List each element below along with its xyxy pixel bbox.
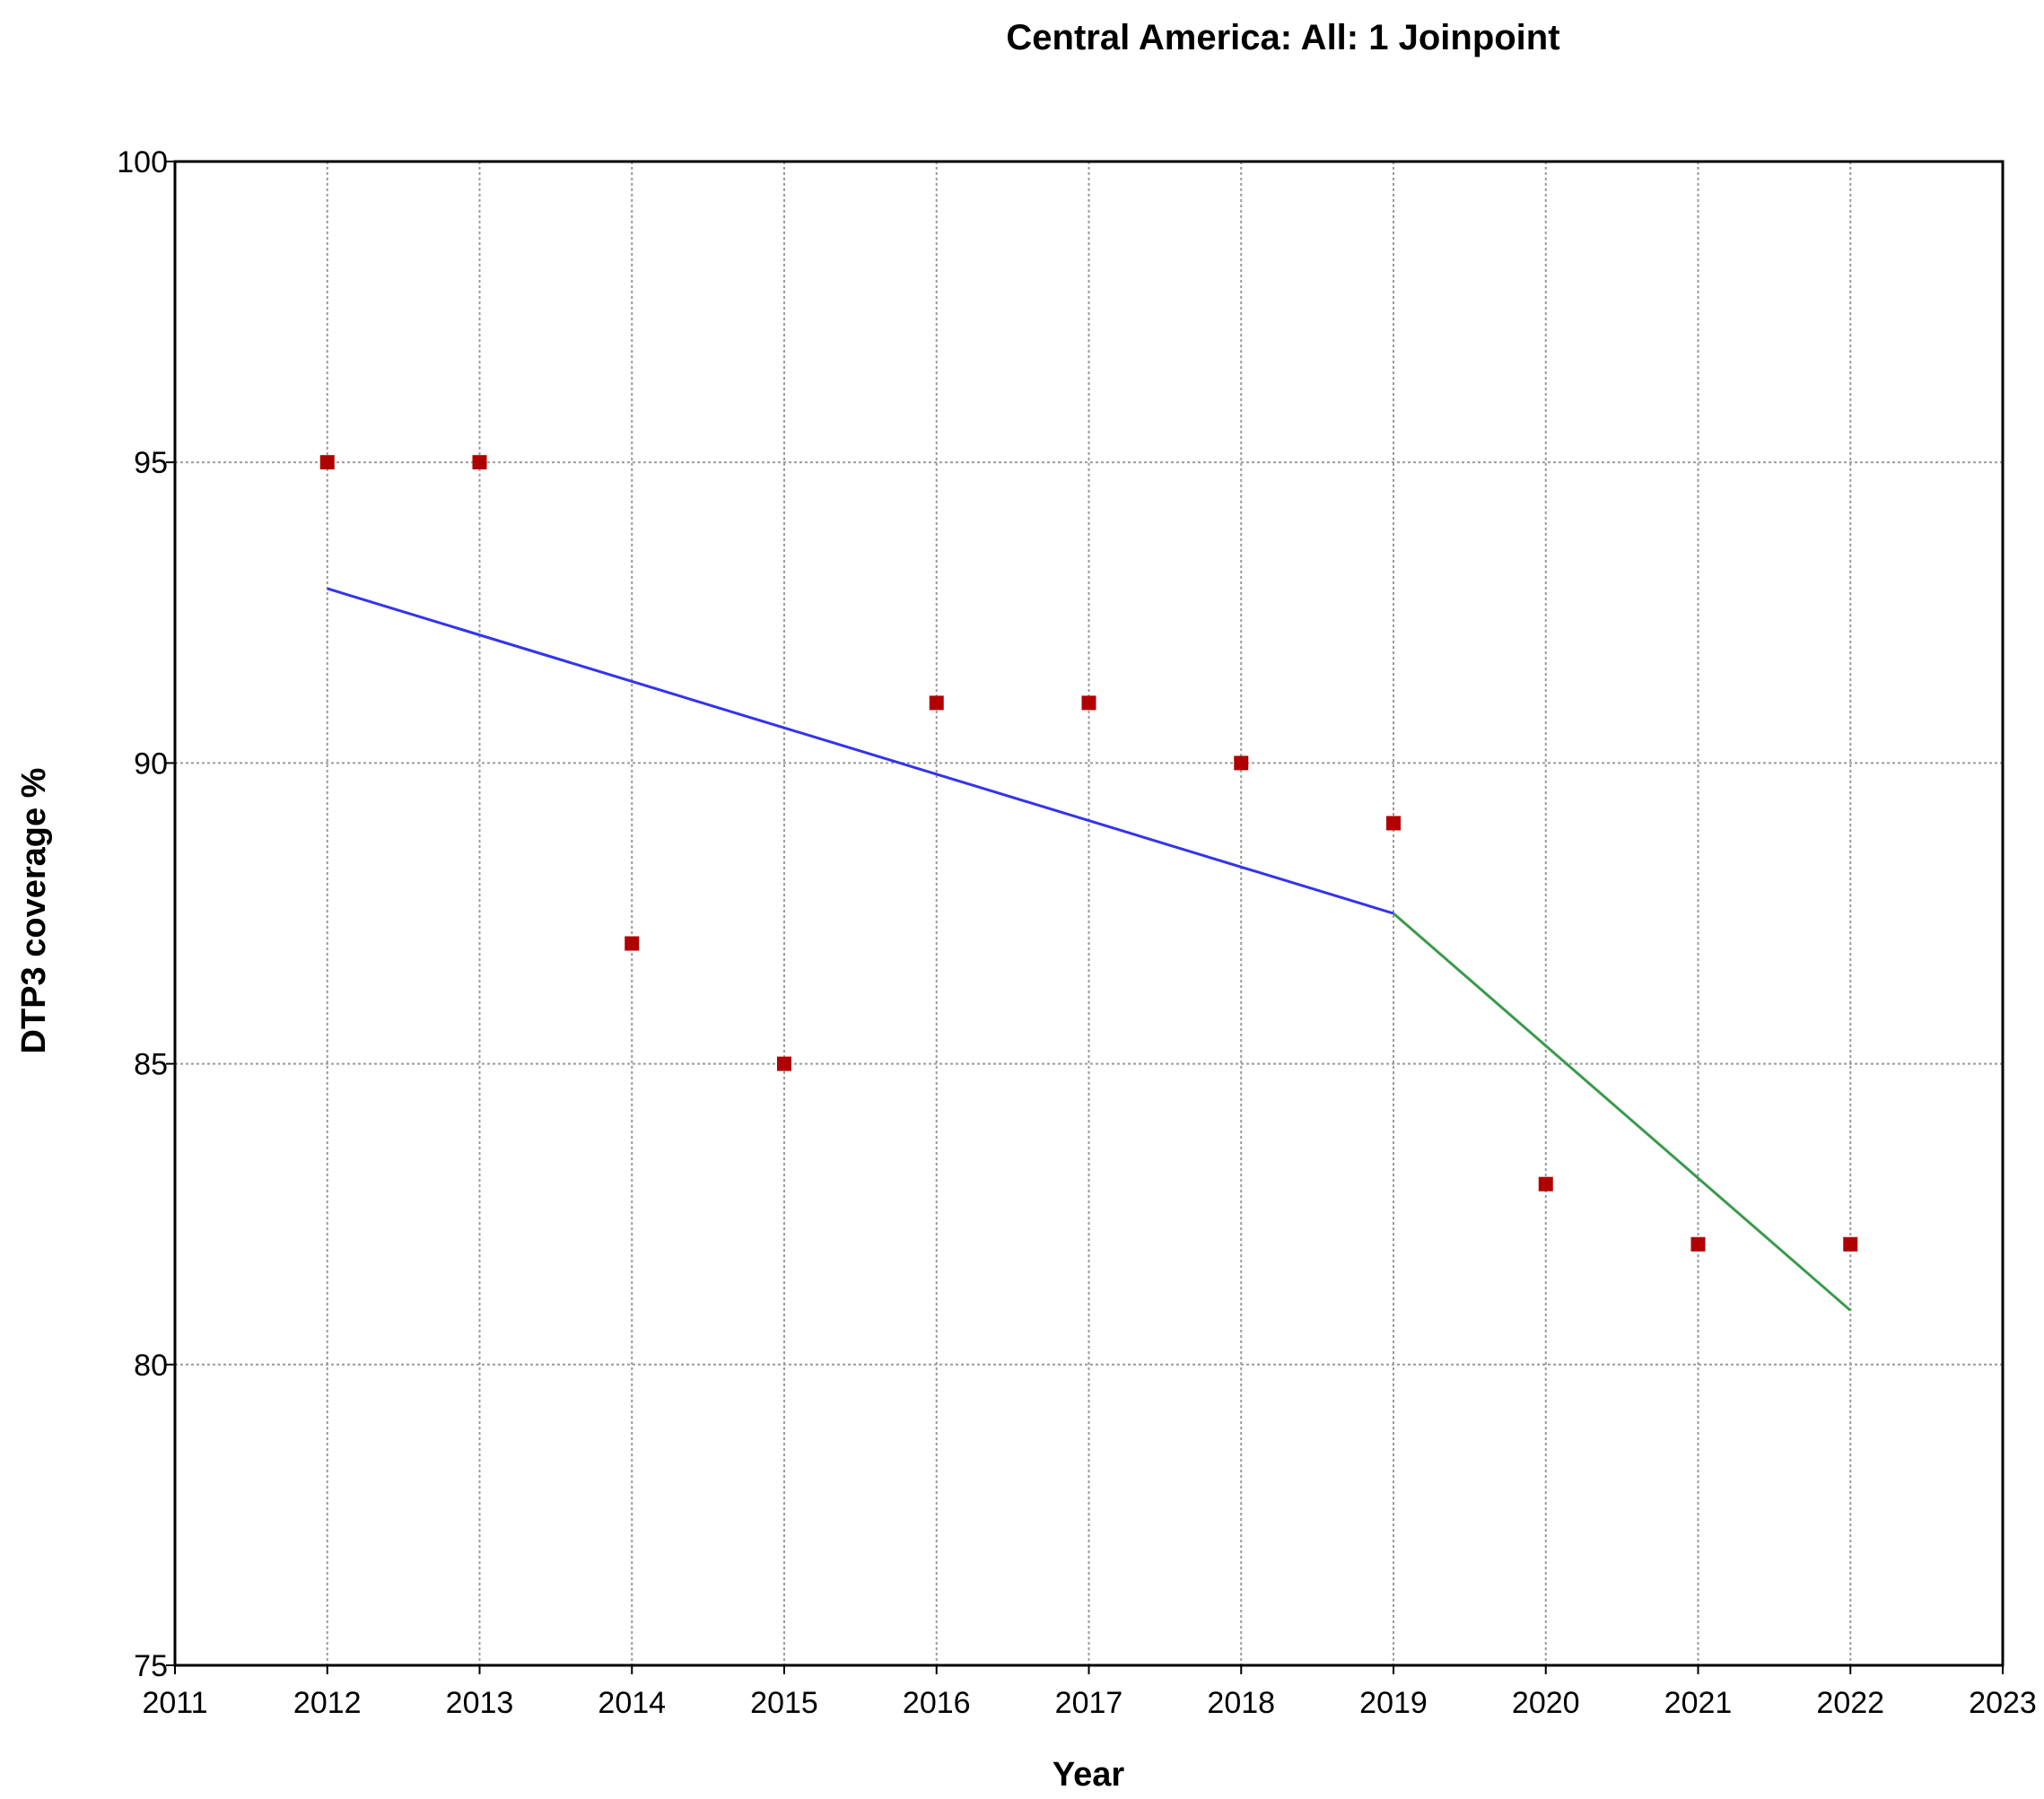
- y-tick-label: 100: [117, 145, 168, 179]
- y-tick-label: 95: [134, 446, 168, 480]
- x-tick-label: 2015: [750, 1686, 818, 1720]
- data-point: [319, 455, 335, 470]
- x-tick-label: 2020: [1512, 1686, 1580, 1720]
- y-tick-label: 75: [134, 1649, 168, 1683]
- data-point: [1690, 1236, 1706, 1252]
- x-tick-label: 2022: [1816, 1686, 1884, 1720]
- trend-lines: [327, 587, 1852, 1312]
- x-tick-label: 2023: [1969, 1686, 2037, 1720]
- x-tick-label: 2016: [903, 1686, 971, 1720]
- data-point: [1234, 755, 1249, 771]
- x-tick-label: 2014: [598, 1686, 666, 1720]
- data-point: [1843, 1236, 1858, 1252]
- x-tick-label: 2013: [446, 1686, 514, 1720]
- trend-segment-1: [327, 587, 1394, 915]
- y-tick-label: 85: [134, 1048, 168, 1082]
- x-tick-label: 2011: [142, 1686, 207, 1720]
- x-tick-label: 2012: [293, 1686, 362, 1720]
- x-tick-label: 2019: [1359, 1686, 1428, 1720]
- data-point: [1386, 816, 1401, 831]
- data-point: [1538, 1176, 1553, 1192]
- data-point: [777, 1056, 791, 1071]
- y-tick-label: 80: [134, 1349, 168, 1383]
- x-tick-label: 2017: [1055, 1686, 1123, 1720]
- data-point: [929, 695, 944, 711]
- y-axis-title: DTP3 coverage %: [15, 768, 53, 1054]
- grid: [175, 162, 2003, 1665]
- trend-segment-2: [1393, 912, 1852, 1312]
- x-tick-label: 2018: [1207, 1686, 1275, 1720]
- data-point: [625, 936, 640, 951]
- y-tick-label: 90: [134, 747, 168, 781]
- x-tick-label: 2021: [1664, 1686, 1733, 1720]
- chart-title: Central America: All: 1 Joinpoint: [1006, 18, 1559, 57]
- data-point: [1081, 695, 1096, 711]
- data-point: [472, 455, 487, 470]
- x-axis-title: Year: [1053, 1756, 1125, 1794]
- axis-ticks: 2011 2012 2013 2014 2015 2016 2017 2018 2019 2020…: [117, 145, 2037, 1720]
- data-points: [319, 455, 1858, 1252]
